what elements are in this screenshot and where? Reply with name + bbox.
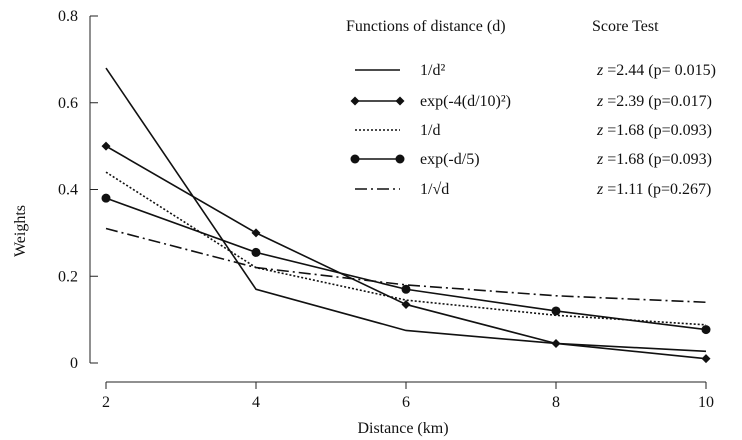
score-test-text: =2.39 (p=0.017) [603, 93, 712, 110]
y-tick-label: 0 [70, 355, 78, 372]
data-point [101, 193, 111, 203]
series-5 [105, 227, 707, 304]
y-axis-label: Weights [12, 205, 29, 257]
data-point [701, 354, 711, 364]
series-layer [101, 67, 711, 364]
legend-header-functions: Functions of distance (d) [346, 18, 506, 35]
data-point [551, 338, 561, 348]
legend-entry: 1/√d z =1.11 (p=0.267) [355, 181, 711, 198]
z-label: z [596, 181, 604, 198]
legend-header-score-test: Score Test [592, 18, 659, 35]
legend: Functions of distance (d) Score Test 1/d… [346, 18, 716, 198]
x-tick-label: 2 [102, 394, 110, 411]
legend-marker [350, 96, 360, 106]
z-label: z [596, 93, 604, 110]
score-test-value: z =1.68 (p=0.093) [596, 151, 712, 168]
series-4 [101, 193, 711, 335]
legend-label: 1/d² [420, 62, 445, 79]
x-tick-label: 6 [402, 394, 410, 411]
x-tick-label: 10 [698, 394, 714, 411]
data-point [551, 306, 561, 316]
z-label: z [596, 122, 604, 139]
legend-entry: 1/d² z =2.44 (p= 0.015) [355, 62, 716, 79]
y-tick-label: 0.6 [58, 95, 78, 112]
legend-marker [350, 154, 360, 164]
x-tick-label: 4 [252, 394, 260, 411]
data-point [101, 141, 111, 151]
legend-label: exp(-d/5) [420, 151, 480, 168]
z-label: z [596, 151, 604, 168]
axes: 0 0.2 0.4 0.6 0.8 2 4 6 8 10 [58, 8, 714, 411]
series-line [105, 67, 707, 353]
legend-entry: exp(-4(d/10)²) z =2.39 (p=0.017) [350, 93, 712, 110]
series-3 [105, 171, 707, 326]
score-test-text: =1.68 (p=0.093) [603, 122, 712, 139]
series-line [105, 197, 707, 331]
y-tick-label: 0.2 [58, 268, 78, 285]
legend-marker [395, 96, 405, 106]
score-test-value: z =2.39 (p=0.017) [596, 93, 712, 110]
score-test-text: =1.11 (p=0.267) [603, 181, 711, 198]
series-1 [105, 67, 707, 353]
data-point [401, 299, 411, 309]
score-test-text: =2.44 (p= 0.015) [603, 62, 716, 79]
score-test-value: z =1.68 (p=0.093) [596, 122, 712, 139]
legend-marker [395, 154, 405, 164]
z-label: z [596, 62, 604, 79]
y-tick-label: 0.4 [58, 182, 78, 199]
data-point [701, 325, 711, 335]
y-tick-label: 0.8 [58, 8, 78, 25]
data-point [401, 284, 411, 294]
score-test-value: z =2.44 (p= 0.015) [596, 62, 716, 79]
series-line [105, 171, 707, 326]
x-axis-label: Distance (km) [357, 420, 448, 437]
legend-label: 1/d [420, 122, 440, 139]
score-test-text: =1.68 (p=0.093) [603, 151, 712, 168]
data-point [251, 247, 261, 257]
legend-entry: exp(-d/5) z =1.68 (p=0.093) [350, 151, 712, 168]
series-line [105, 227, 707, 304]
legend-label: exp(-4(d/10)²) [420, 93, 511, 110]
legend-label: 1/√d [420, 181, 449, 198]
score-test-value: z =1.11 (p=0.267) [596, 181, 711, 198]
data-point [251, 228, 261, 238]
x-tick-label: 8 [552, 394, 560, 411]
legend-entry: 1/d z =1.68 (p=0.093) [355, 122, 712, 139]
series-2 [101, 141, 711, 364]
